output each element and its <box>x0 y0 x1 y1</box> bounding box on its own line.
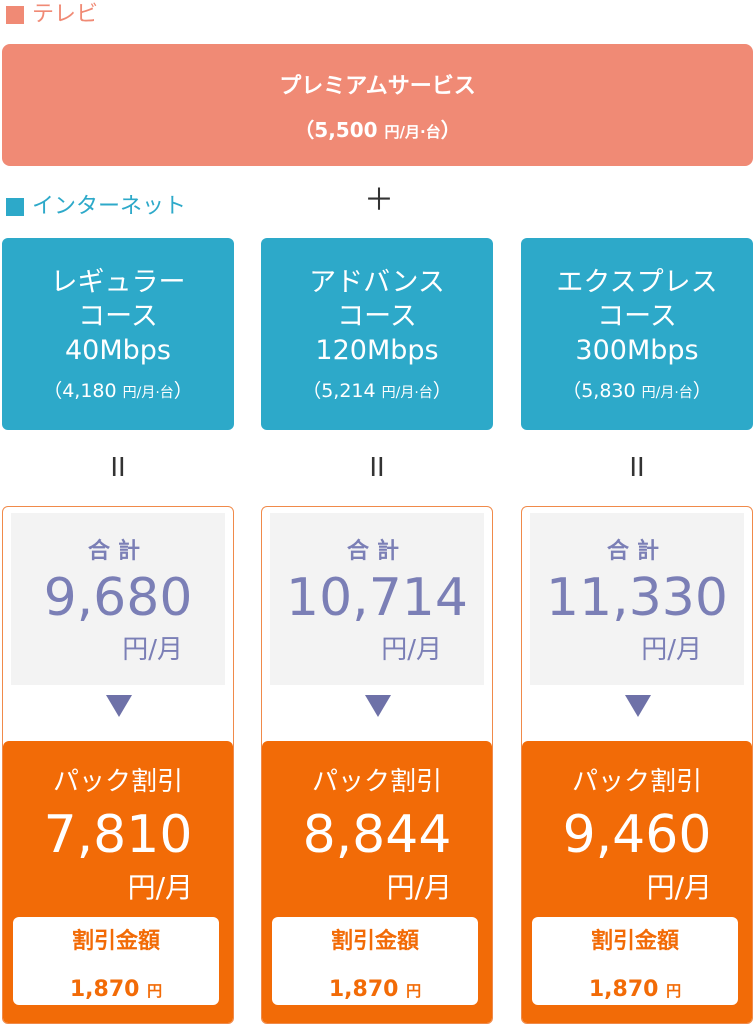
result-box: 合計 9,680 円/月 パック割引 7,810 円/月 割引金額 1,870 … <box>2 506 234 1024</box>
total-unit: 円/月 <box>122 635 183 665</box>
total-value: 9,680 <box>43 568 193 628</box>
discount-value: 8,844 <box>302 805 452 865</box>
tv-price-unit: 円/月·台 <box>384 122 441 141</box>
amount-value: 1,870 円 <box>70 961 162 1020</box>
equals-sign: II <box>369 453 385 483</box>
plan-column-regular: レギュラー コース 40Mbps （4,180 円/月·台） II 合計 9,6… <box>2 238 234 1024</box>
plan-name: アドバンス <box>309 266 445 298</box>
amount-unit: 円 <box>406 981 422 1000</box>
plan-price: （5,214 円/月·台） <box>302 376 452 403</box>
amount-value: 1,870 円 <box>589 961 681 1020</box>
amount-number: 1,870 <box>328 976 407 1002</box>
plus-sign: ＋ <box>364 183 394 218</box>
discount-value: 7,810 <box>43 805 193 865</box>
tv-price-close: ） <box>440 117 461 142</box>
plan-course: コース <box>597 300 677 332</box>
amount-unit: 円 <box>147 981 163 1000</box>
discount-panel: パック割引 8,844 円/月 割引金額 1,870 円 <box>262 741 492 1023</box>
down-triangle-icon <box>625 695 651 717</box>
total-panel: 合計 11,330 円/月 <box>530 513 744 685</box>
internet-plan-box: エクスプレス コース 300Mbps （5,830 円/月·台） <box>521 238 753 430</box>
total-value: 10,714 <box>286 568 468 628</box>
discount-amount-box: 割引金額 1,870 円 <box>272 917 478 1005</box>
internet-plan-box: レギュラー コース 40Mbps （4,180 円/月·台） <box>2 238 234 430</box>
plan-price-close: ） <box>432 379 452 402</box>
tv-premium-service-box: プレミアムサービス （5,500 円/月·台） <box>2 44 753 166</box>
plan-price-close: ） <box>692 379 712 402</box>
plan-column-express: エクスプレス コース 300Mbps （5,830 円/月·台） II 合計 1… <box>521 238 753 1024</box>
amount-value: 1,870 円 <box>329 961 421 1020</box>
tv-section-label: テレビ <box>6 4 98 26</box>
down-triangle-icon <box>365 695 391 717</box>
plan-price-unit: 円/月·台 <box>381 384 433 401</box>
tv-service-price: （5,500 円/月·台） <box>294 114 460 143</box>
tv-service-name: プレミアムサービス <box>279 73 476 99</box>
tv-price-value: （5,500 <box>294 117 385 142</box>
plan-speed: 120Mbps <box>315 334 439 366</box>
amount-number: 1,870 <box>588 976 667 1002</box>
total-panel: 合計 10,714 円/月 <box>270 513 484 685</box>
equals-sign: II <box>110 453 126 483</box>
plan-course: コース <box>337 300 417 332</box>
amount-number: 1,870 <box>69 976 148 1002</box>
equals-sign: II <box>629 453 645 483</box>
plan-price-close: ） <box>173 379 193 402</box>
plan-speed: 40Mbps <box>65 334 171 366</box>
plan-name: レギュラー <box>50 266 186 298</box>
amount-unit: 円 <box>666 981 682 1000</box>
discount-value: 9,460 <box>562 805 712 865</box>
total-panel: 合計 9,680 円/月 <box>11 513 225 685</box>
square-icon <box>6 6 24 24</box>
plan-price-value: （4,180 <box>43 379 123 402</box>
result-box: 合計 11,330 円/月 パック割引 9,460 円/月 割引金額 1,870… <box>521 506 753 1024</box>
amount-label: 割引金額 <box>590 928 679 954</box>
discount-panel: パック割引 7,810 円/月 割引金額 1,870 円 <box>3 741 233 1023</box>
total-unit: 円/月 <box>641 635 702 665</box>
plan-price-value: （5,214 <box>302 379 382 402</box>
tv-label-text: テレビ <box>32 2 99 27</box>
total-label: 合計 <box>87 539 148 564</box>
discount-unit: 円/月 <box>127 871 193 904</box>
amount-label: 割引金額 <box>71 928 160 954</box>
plan-price-unit: 円/月·台 <box>122 384 174 401</box>
total-value: 11,330 <box>546 568 728 628</box>
discount-amount-box: 割引金額 1,870 円 <box>532 917 738 1005</box>
plan-price: （4,180 円/月·台） <box>43 376 193 403</box>
plan-speed: 300Mbps <box>575 334 699 366</box>
plan-column-advance: アドバンス コース 120Mbps （5,214 円/月·台） II 合計 10… <box>261 238 493 1024</box>
discount-label: パック割引 <box>52 767 183 797</box>
discount-label: パック割引 <box>571 767 702 797</box>
internet-section-label: インターネット <box>6 196 186 218</box>
plan-price: （5,830 円/月·台） <box>562 376 712 403</box>
discount-amount-box: 割引金額 1,870 円 <box>13 917 219 1005</box>
square-icon <box>6 198 24 216</box>
result-box: 合計 10,714 円/月 パック割引 8,844 円/月 割引金額 1,870… <box>261 506 493 1024</box>
plan-course: コース <box>78 300 158 332</box>
internet-label-text: インターネット <box>32 194 187 219</box>
total-label: 合計 <box>606 539 667 564</box>
plan-name: エクスプレス <box>556 266 718 298</box>
down-triangle-icon <box>106 695 132 717</box>
discount-unit: 円/月 <box>386 871 452 904</box>
discount-label: パック割引 <box>311 767 442 797</box>
plan-price-value: （5,830 <box>562 379 642 402</box>
plan-price-unit: 円/月·台 <box>641 384 693 401</box>
total-unit: 円/月 <box>381 635 442 665</box>
amount-label: 割引金額 <box>330 928 419 954</box>
discount-panel: パック割引 9,460 円/月 割引金額 1,870 円 <box>522 741 752 1023</box>
internet-plan-box: アドバンス コース 120Mbps （5,214 円/月·台） <box>261 238 493 430</box>
discount-unit: 円/月 <box>646 871 712 904</box>
total-label: 合計 <box>346 539 407 564</box>
